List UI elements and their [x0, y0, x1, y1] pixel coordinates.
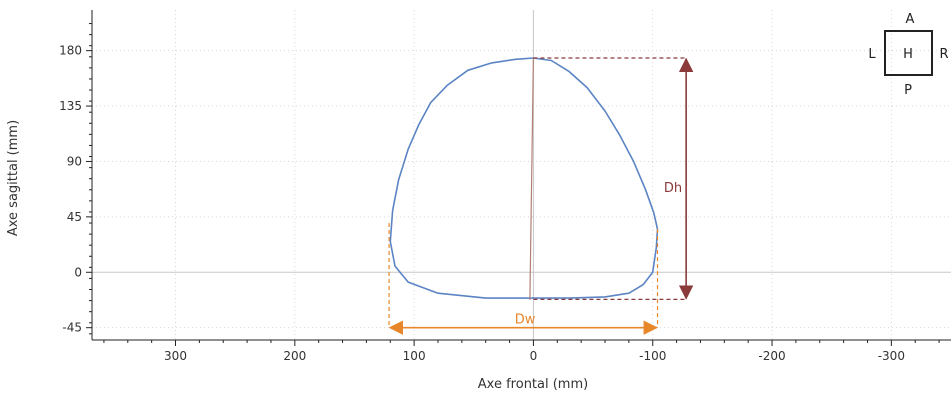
x-tick-label: 100 [403, 349, 426, 363]
series [389, 57, 659, 300]
axes: 300 200 100 0 -100 -200 -300 180 135 90 45 0 -45 [59, 10, 951, 363]
orientation-indicator: H A P L R [868, 12, 948, 98]
orientation-right-label: R [939, 47, 948, 62]
y-tick-label: 90 [67, 154, 82, 168]
annotations: Dh Dw [388, 57, 694, 335]
contour-line [389, 57, 659, 299]
y-tick-label: 135 [59, 99, 82, 113]
orientation-bottom-label: P [904, 83, 912, 98]
vertical-axis-line [529, 57, 535, 300]
axis-labels: Axe frontal (mm) Axe sagittal (mm) [6, 120, 588, 392]
x-tick-label: 0 [530, 349, 538, 363]
y-axis-label: Axe sagittal (mm) [6, 120, 21, 236]
x-tick-label: 200 [283, 349, 306, 363]
x-tick-label: 300 [164, 349, 187, 363]
x-axis-label: Axe frontal (mm) [478, 377, 588, 392]
orientation-box [884, 30, 933, 76]
dw-label: Dw [515, 313, 536, 328]
x-tick-label: -100 [639, 349, 666, 363]
x-tick-label: -300 [878, 349, 905, 363]
y-tick-label: 45 [67, 210, 82, 224]
orientation-top-label: A [906, 12, 915, 27]
y-tick-label: 180 [59, 44, 82, 58]
orientation-center-label: H [903, 47, 913, 62]
y-tick-label: -45 [62, 321, 82, 335]
dh-label: Dh [664, 181, 682, 196]
x-tick-label: -200 [758, 349, 785, 363]
orientation-left-label: L [868, 47, 876, 62]
y-tick-label: 0 [74, 265, 82, 279]
